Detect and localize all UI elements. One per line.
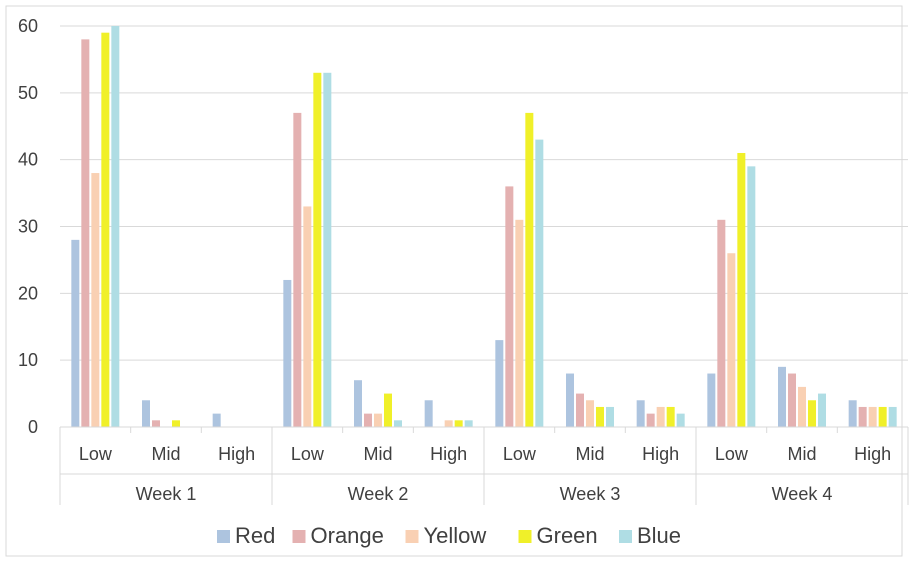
bar-green [878,406,887,427]
x-tick-label: Mid [787,444,816,464]
x-tick-label: Mid [151,444,180,464]
bar-orange [505,186,514,427]
bar-red [71,239,80,427]
bar-green [384,393,392,427]
bar-yellow [91,173,100,427]
x-tick-label: High [642,444,679,464]
bar-yellow [444,420,453,427]
x-tick-label: Low [715,444,749,464]
bar-green [666,406,675,427]
bar-red [142,400,150,427]
bar-red [495,340,504,427]
bar-yellow [586,400,594,427]
bar-red [848,400,857,427]
x-tick-label: High [854,444,891,464]
bar-green [737,152,746,427]
y-tick-label: 40 [18,150,38,170]
bar-yellow [374,413,382,427]
legend-swatch-yellow [405,530,419,543]
bar-red [283,279,292,427]
bar-blue [818,393,826,427]
y-tick-label: 30 [18,217,38,237]
legend-label-orange: Orange [311,523,384,548]
legend-swatch-red [217,530,230,543]
legend-label-blue: Blue [637,523,681,548]
legend-label-yellow: Yellow [424,523,487,548]
legend-label-green: Green [537,523,598,548]
bar-green [313,72,322,428]
gridlines [60,25,908,361]
bar-orange [81,39,90,427]
x-tick-label: High [218,444,255,464]
bar-yellow [868,406,877,427]
bar-orange [576,393,584,427]
bar-red [778,366,786,427]
bar-red [636,400,645,427]
y-tick-label: 20 [18,283,38,303]
bar-blue [535,139,544,427]
bar-green [525,112,534,427]
x-tick-label: High [430,444,467,464]
x-tick-label: Low [503,444,537,464]
bar-blue [747,166,756,427]
bar-yellow [515,219,524,427]
bar-green [101,32,110,427]
bar-red [424,400,433,427]
legend-swatch-green [518,530,532,543]
bar-orange [858,406,867,427]
bar-blue [323,72,332,428]
bar-orange [788,373,796,427]
y-tick-label: 60 [18,16,38,36]
x-tick-label: Mid [575,444,604,464]
x-tick-label: Low [79,444,113,464]
bar-green [808,400,816,427]
bar-blue [606,406,614,427]
group-label: Week 3 [560,484,621,504]
bars [71,26,897,428]
group-label: Week 1 [136,484,197,504]
x-tick-label: Low [291,444,325,464]
bar-red [707,373,716,427]
bar-red [212,413,221,427]
bar-green [172,420,180,427]
bar-orange [646,413,655,427]
bar-blue [111,26,120,427]
legend-swatch-blue [619,530,632,543]
bar-yellow [727,253,736,427]
axes: 0 10 20 30 40 50 60 Low Mid High Low Mid High Low Mid H… [18,16,909,505]
bar-yellow [798,386,806,427]
bar-green [454,420,463,427]
bar-orange [364,413,372,427]
legend-swatch-orange [292,530,306,543]
bar-red [354,380,362,427]
y-tick-label: 50 [18,83,38,103]
bar-orange [293,112,302,427]
bar-orange [717,219,726,427]
y-tick-label: 10 [18,350,38,370]
bar-orange [152,420,160,427]
legend: Red Orange Yellow Green Blue [217,523,681,548]
legend-label-red: Red [235,523,275,548]
bar-blue [888,406,897,427]
bar-red [566,373,574,427]
group-label: Week 4 [772,484,833,504]
bar-blue [394,420,402,427]
bar-blue [676,413,685,427]
bar-yellow [656,406,665,427]
bar-green [596,406,604,427]
bar-blue [464,420,473,427]
bar-yellow [303,206,312,427]
group-label: Week 2 [348,484,409,504]
x-tick-label: Mid [363,444,392,464]
y-tick-label: 0 [28,417,38,437]
